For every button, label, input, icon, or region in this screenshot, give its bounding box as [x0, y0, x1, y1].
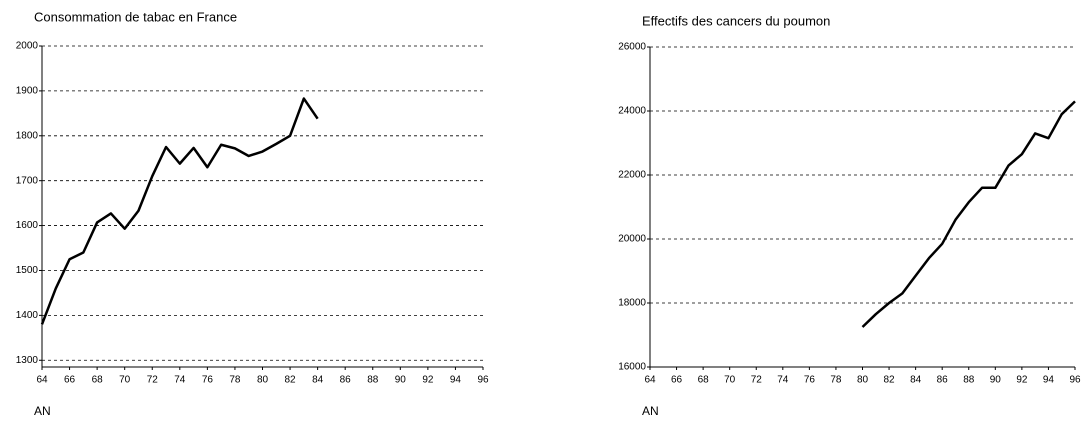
y-tick-label: 18000: [618, 298, 646, 309]
x-tick-label: 66: [64, 375, 76, 386]
x-tick-label: 92: [1016, 375, 1028, 386]
y-tick-label: 1400: [16, 310, 39, 321]
data-line: [40, 97, 319, 325]
y-tick-label: 1600: [16, 220, 39, 231]
data-line: [861, 100, 1076, 328]
x-tick-label: 78: [229, 375, 241, 386]
x-tick-label: 88: [963, 375, 975, 386]
x-tick-label: 86: [340, 375, 352, 386]
x-tick-label: 64: [36, 375, 48, 386]
x-tick-label: 84: [312, 375, 324, 386]
x-tick-label: 68: [698, 375, 710, 386]
x-tick-label: 66: [671, 375, 683, 386]
x-tick-label: 72: [751, 375, 763, 386]
y-tick-label: 16000: [618, 362, 646, 373]
x-tick-label: 96: [477, 375, 489, 386]
chart-title: Effectifs des cancers du poumon: [642, 13, 830, 28]
x-tick-label: 90: [990, 375, 1002, 386]
chart-title: Consommation de tabac en France: [34, 9, 237, 24]
x-tick-label: 78: [830, 375, 842, 386]
x-tick-label: 80: [257, 375, 269, 386]
y-tick-label: 1500: [16, 265, 39, 276]
y-tick-label: 20000: [618, 234, 646, 245]
y-tick-label: 1300: [16, 355, 39, 366]
y-tick-label: 26000: [618, 42, 646, 53]
x-tick-label: 86: [937, 375, 949, 386]
x-tick-label: 80: [857, 375, 869, 386]
y-tick-label: 1800: [16, 130, 39, 141]
x-tick-label: 88: [367, 375, 379, 386]
x-tick-label: 74: [174, 375, 186, 386]
y-tick-label: 1700: [16, 175, 39, 186]
y-tick-label: 2000: [16, 41, 39, 52]
x-tick-label: 82: [285, 375, 297, 386]
x-tick-label: 74: [777, 375, 789, 386]
x-tick-label: 70: [724, 375, 736, 386]
x-tick-label: 94: [1043, 375, 1055, 386]
x-axis-title: AN: [34, 404, 51, 418]
x-tick-label: 70: [119, 375, 131, 386]
x-tick-label: 82: [884, 375, 896, 386]
x-tick-label: 68: [92, 375, 104, 386]
x-tick-label: 96: [1069, 375, 1081, 386]
y-tick-label: 22000: [618, 170, 646, 181]
x-tick-label: 92: [422, 375, 434, 386]
y-tick-label: 1900: [16, 86, 39, 97]
x-tick-label: 90: [395, 375, 407, 386]
x-axis-title: AN: [642, 404, 659, 418]
x-tick-label: 64: [644, 375, 656, 386]
x-tick-label: 72: [147, 375, 159, 386]
y-tick-label: 24000: [618, 106, 646, 117]
x-tick-label: 76: [202, 375, 214, 386]
x-tick-label: 84: [910, 375, 922, 386]
x-tick-label: 76: [804, 375, 816, 386]
x-tick-label: 94: [450, 375, 462, 386]
